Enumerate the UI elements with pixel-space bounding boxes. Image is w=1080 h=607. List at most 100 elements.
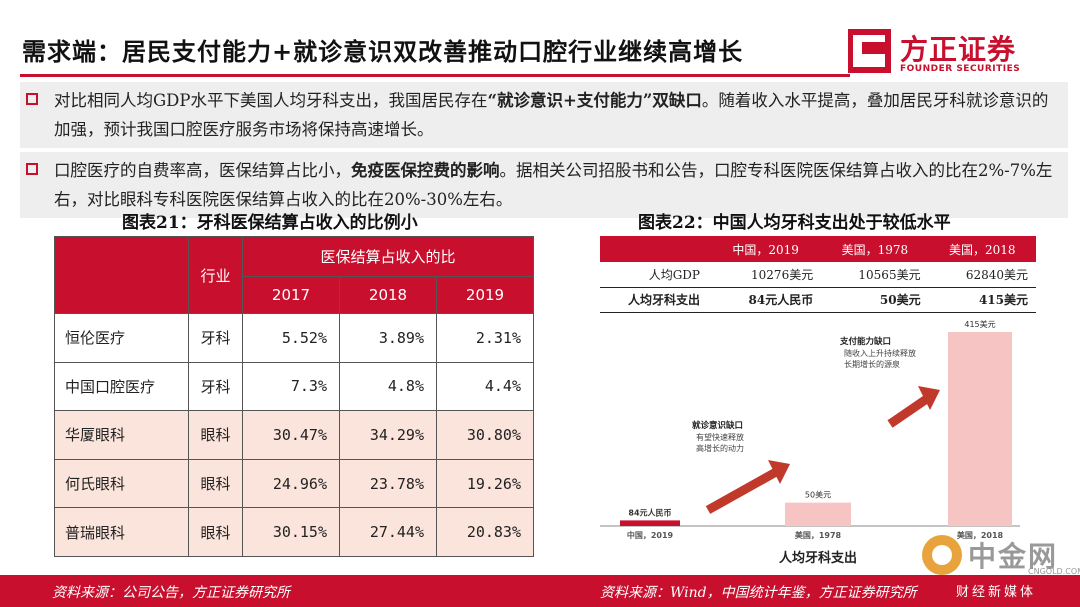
x-axis-label: 人均牙科支出 <box>779 550 857 566</box>
annotation-title: 就诊意识缺口 <box>692 420 743 431</box>
company-name: 华厦眼科 <box>54 410 189 460</box>
annotation-text: 有望快速释放 <box>696 432 744 442</box>
value-cell: 34.29% <box>339 410 437 460</box>
table-header-group: 医保结算占收入的比 <box>242 236 534 277</box>
value-cell: 27.44% <box>339 507 437 557</box>
row-label: 人均牙科支出 <box>600 287 710 313</box>
table2-caption: 图表22：中国人均牙科支出处于较低水平 <box>638 213 951 233</box>
row-label: 人均GDP <box>600 262 710 288</box>
value-cell: 84元人民币 <box>710 287 822 313</box>
value-cell: 10565美元 <box>821 262 929 288</box>
founder-logo-icon <box>848 29 891 73</box>
company-name: 普瑞眼科 <box>54 507 189 557</box>
table-header-year: 2017 <box>242 276 340 314</box>
industry-cell: 牙科 <box>188 313 243 363</box>
footer-bar: 资料来源：公司公告，方正证券研究所 资料来源：Wind，中国统计年鉴，方正证券研… <box>0 575 1080 607</box>
value-cell: 2.31% <box>436 313 534 363</box>
table1-caption: 图表21：牙科医保结算占收入的比例小 <box>122 213 418 233</box>
logo-text: 方正证券 <box>900 33 1017 66</box>
table-row: 普瑞眼科 眼科 30.15% 27.44% 20.83% <box>54 507 534 557</box>
value-cell: 19.26% <box>436 458 534 509</box>
value-cell: 23.78% <box>339 458 437 509</box>
bar-china-2019 <box>620 520 680 526</box>
dental-spending-table: 中国，2019 美国，1978 美国，2018 人均GDP 10276美元 10… <box>600 236 1036 313</box>
company-logo: 方正证券 FOUNDER SECURITIES <box>848 28 1038 78</box>
table-row: 恒伦医疗 牙科 5.52% 3.89% 2.31% <box>54 313 534 363</box>
bullet-list: 对比相同人均GDP水平下美国人均牙科支出，我国居民存在“就诊意识+支付能力”双缺… <box>20 82 1068 222</box>
arrow-head-icon <box>918 386 940 410</box>
growth-arrow-icon <box>887 394 931 428</box>
dental-spending-chart: 84元人民币 50美元 415美元 中国，2019 美国，1978 美国，201… <box>600 319 1020 566</box>
company-name: 恒伦医疗 <box>54 313 189 363</box>
company-name: 中国口腔医疗 <box>54 361 189 412</box>
arrow-head-icon <box>768 460 790 484</box>
table2-header: 中国，2019 <box>710 236 822 262</box>
watermark-domain: CNGOLD.COM <box>1028 567 1080 576</box>
value-cell: 20.83% <box>436 507 534 557</box>
table-row: 人均牙科支出 84元人民币 50美元 415美元 <box>600 287 1036 313</box>
value-cell: 7.3% <box>242 361 340 412</box>
table-header-year: 2018 <box>339 276 437 314</box>
bar-us-2018 <box>948 332 1012 526</box>
bar-value-label: 50美元 <box>805 490 831 500</box>
industry-cell: 牙科 <box>188 361 243 412</box>
logo-subtext: FOUNDER SECURITIES <box>900 64 1021 74</box>
value-cell: 62840美元 <box>928 262 1036 288</box>
value-cell: 50美元 <box>821 287 929 313</box>
bullet-highlight: 免疫医保控费的影响 <box>351 161 500 180</box>
square-bullet-icon <box>26 163 38 175</box>
value-cell: 10276美元 <box>710 262 822 288</box>
category-label: 中国，2019 <box>627 530 674 540</box>
square-bullet-icon <box>26 93 38 105</box>
table-row: 中国口腔医疗 牙科 7.3% 4.8% 4.4% <box>54 361 534 412</box>
growth-arrow-icon <box>705 468 779 514</box>
table-header-year: 2019 <box>436 276 534 314</box>
source-note-right: 资料来源：Wind，中国统计年鉴，方正证券研究所 <box>600 585 917 601</box>
value-cell: 30.80% <box>436 410 534 460</box>
category-label: 美国，1978 <box>795 530 842 540</box>
table2-header: 美国，1978 <box>821 236 929 262</box>
bar-us-1978 <box>785 502 851 526</box>
bullet-highlight: “就诊意识+支付能力”双缺口 <box>487 91 702 110</box>
bullet-text: 口腔医疗的自费率高，医保结算占比小， <box>54 161 351 180</box>
value-cell: 24.96% <box>242 458 340 509</box>
industry-cell: 眼科 <box>188 507 243 557</box>
value-cell: 4.8% <box>339 361 437 412</box>
value-cell: 415美元 <box>928 287 1036 313</box>
watermark-logo-icon <box>922 535 962 575</box>
bar-value-label: 84元人民币 <box>628 507 671 517</box>
bar-value-label: 415美元 <box>964 319 995 329</box>
bullet-item: 对比相同人均GDP水平下美国人均牙科支出，我国居民存在“就诊意识+支付能力”双缺… <box>20 82 1068 148</box>
value-cell: 30.47% <box>242 410 340 460</box>
annotation-text: 长期增长的源泉 <box>844 359 900 369</box>
source-note-left: 资料来源：公司公告，方正证券研究所 <box>52 585 290 601</box>
table-row: 人均GDP 10276美元 10565美元 62840美元 <box>600 262 1036 288</box>
industry-cell: 眼科 <box>188 410 243 460</box>
table-row: 华厦眼科 眼科 30.47% 34.29% 30.80% <box>54 410 534 460</box>
value-cell: 4.4% <box>436 361 534 412</box>
annotation-text: 随收入上升持续释放 <box>844 348 916 358</box>
page-title: 需求端：居民支付能力+就诊意识双改善推动口腔行业继续高增长 <box>22 37 744 66</box>
value-cell: 3.89% <box>339 313 437 363</box>
bullet-item: 口腔医疗的自费率高，医保结算占比小，免疫医保控费的影响。据相关公司招股书和公告，… <box>20 152 1068 218</box>
annotation-text: 高增长的动力 <box>696 443 744 453</box>
table2-header: 美国，2018 <box>928 236 1036 262</box>
title-divider <box>20 74 850 77</box>
bullet-text: 。随着收入水平提高，叠加居民牙科就诊意识的加强，预计我国口腔医疗服务市场将保持高… <box>54 91 1049 139</box>
company-name: 何氏眼科 <box>54 458 189 509</box>
category-label: 美国，2018 <box>957 530 1004 540</box>
value-cell: 30.15% <box>242 507 340 557</box>
industry-cell: 眼科 <box>188 458 243 509</box>
watermark: 中金网 CNGOLD.COM 财经新媒体 <box>920 533 1080 605</box>
value-cell: 5.52% <box>242 313 340 363</box>
bullet-text: 。据相关公司招股书和公告，口腔专科医院医保结算占收入的比在2%-7%左右，对比眼… <box>54 161 1053 209</box>
table-header-industry: 行业 <box>188 236 243 314</box>
insurance-ratio-table: 行业 医保结算占收入的比 2017 2018 2019 恒伦医疗 牙科 5.52… <box>54 236 534 557</box>
annotation-title: 支付能力缺口 <box>839 336 891 347</box>
watermark-name: 中金网 <box>968 540 1059 573</box>
table-header-blank <box>54 236 189 314</box>
watermark-sub: 财经新媒体 <box>956 585 1037 600</box>
table2-header <box>600 236 710 262</box>
table-row: 何氏眼科 眼科 24.96% 23.78% 19.26% <box>54 458 534 509</box>
bullet-text: 对比相同人均GDP水平下美国人均牙科支出，我国居民存在 <box>54 91 488 110</box>
